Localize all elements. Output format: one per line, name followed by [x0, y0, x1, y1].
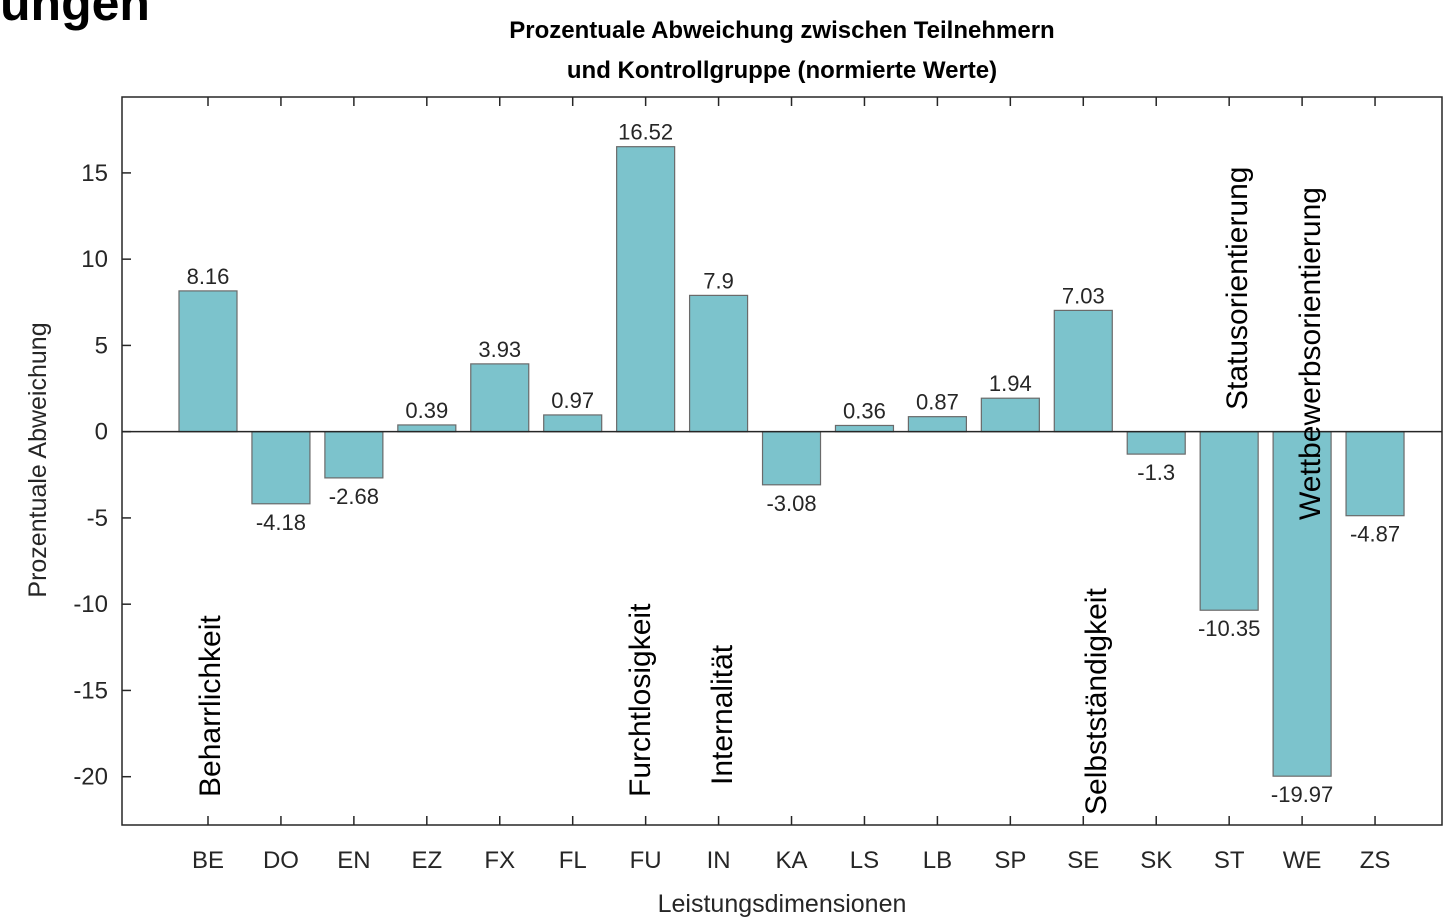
- x-tick-label: KA: [776, 847, 808, 874]
- annotation: Beharrlichkeit: [194, 615, 227, 797]
- value-label: -1.3: [1137, 460, 1175, 485]
- y-tick-label: 0: [95, 419, 108, 446]
- value-label: 0.97: [551, 388, 594, 413]
- annotation: Statusorientierung: [1221, 167, 1254, 411]
- x-tick-label: SP: [994, 847, 1026, 874]
- x-tick-label: IN: [707, 847, 731, 874]
- bar: [980, 397, 1040, 433]
- x-tick-label: ZS: [1360, 847, 1391, 874]
- value-label: -4.18: [256, 510, 306, 535]
- value-label: -4.87: [1350, 522, 1400, 547]
- axes-box: [121, 96, 1443, 826]
- bar: [470, 363, 530, 433]
- bar: [1126, 431, 1186, 455]
- annotation: Selbstständigkeit: [1080, 588, 1113, 815]
- x-tick-label: DO: [263, 847, 299, 874]
- value-label: -19.97: [1271, 782, 1333, 807]
- bar: [1345, 431, 1405, 517]
- chart-title: Prozentuale Abweichung zwischen Teilnehm…: [509, 17, 1054, 44]
- value-label: -10.35: [1198, 616, 1260, 641]
- bar: [324, 431, 384, 479]
- y-axis-label: Prozentuale Abweichung: [24, 322, 52, 597]
- x-tick-label: FL: [559, 847, 587, 874]
- value-label: 0.36: [843, 398, 886, 423]
- value-label: 16.52: [618, 120, 673, 145]
- bar: [178, 290, 238, 433]
- value-label: 0.87: [916, 390, 959, 415]
- y-tick-label: -10: [73, 591, 108, 618]
- x-tick-label: LB: [923, 847, 952, 874]
- bar: [688, 294, 749, 433]
- x-tick-label: LS: [850, 847, 879, 874]
- value-label: -3.08: [766, 491, 816, 516]
- annotation: Internalität: [706, 644, 739, 785]
- y-tick-label: 5: [95, 332, 108, 359]
- x-tick-label: WE: [1283, 847, 1322, 874]
- x-tick-label: SE: [1067, 847, 1099, 874]
- bar: [1272, 431, 1332, 777]
- bar: [907, 416, 968, 433]
- bar: [1053, 309, 1113, 433]
- y-tick-label: -20: [73, 764, 108, 791]
- value-label: 7.03: [1062, 283, 1105, 308]
- value-label: 1.94: [989, 371, 1032, 396]
- bar: [834, 424, 895, 433]
- value-label: -2.68: [329, 484, 379, 509]
- annotation: Furchtlosigkeit: [624, 603, 657, 797]
- y-tick-label: 10: [81, 246, 108, 273]
- bar: [251, 431, 311, 505]
- annotation: Wettbewerbsorientierung: [1294, 187, 1327, 520]
- y-tick-label: -15: [73, 677, 108, 704]
- x-tick-label: BE: [192, 847, 224, 874]
- x-axis-label: Leistungsdimensionen: [658, 890, 907, 918]
- bar: [397, 424, 457, 433]
- bar: [761, 431, 822, 486]
- y-tick-label: 15: [81, 160, 108, 187]
- x-tick-label: FU: [630, 847, 662, 874]
- value-label: 3.93: [478, 337, 521, 362]
- value-label: 0.39: [405, 398, 448, 423]
- value-label: 7.9: [703, 268, 734, 293]
- bar: [543, 414, 603, 433]
- slide-title: ungen: [0, 0, 150, 31]
- x-tick-label: SK: [1140, 847, 1172, 874]
- x-tick-label: FX: [484, 847, 515, 874]
- value-label: 8.16: [187, 264, 230, 289]
- x-tick-label: EZ: [411, 847, 442, 874]
- chart-title: und Kontrollgruppe (normierte Werte): [567, 57, 997, 84]
- bar: [1199, 431, 1259, 611]
- x-tick-label: ST: [1214, 847, 1245, 874]
- bar: [616, 146, 676, 433]
- y-tick-label: -5: [87, 505, 108, 532]
- x-tick-label: EN: [337, 847, 370, 874]
